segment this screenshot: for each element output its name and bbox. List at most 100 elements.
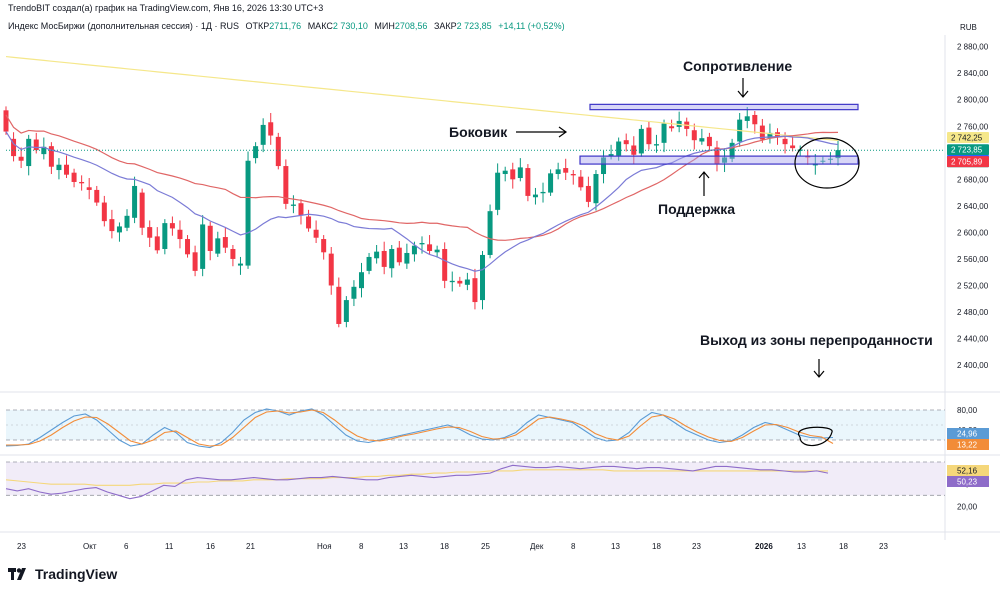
candle-body [532,194,538,198]
time-axis-tick: 18 [839,542,848,551]
ma-200-line [5,55,839,142]
highlight-circle [797,426,833,446]
time-axis-tick: 6 [124,542,129,551]
arrow-right-icon [516,126,568,138]
candle-body [722,157,728,163]
price-axis-tick: 2 480,00 [957,308,989,317]
stoch-value-label [947,439,989,450]
candle-body [419,243,425,245]
candle-body [404,252,410,264]
candle-body [487,211,493,255]
candle-body [601,157,607,175]
tradingview-logo[interactable]: TradingView [8,566,117,582]
time-axis-tick: 13 [611,542,620,551]
price-axis-label [947,132,989,144]
candle-body [290,204,296,206]
candle-body [593,174,599,204]
candles-group [3,106,841,328]
low-value: 2708,56 [394,21,428,31]
candle-body [638,128,644,154]
price-axis-tick: 2 680,00 [957,175,989,184]
candle-body [192,252,198,271]
candle-body [169,223,175,229]
candle-body [669,126,675,129]
candle-body [33,139,39,151]
time-axis-tick: Дек [530,542,544,551]
candle-body [222,237,228,248]
chart-credit: TrendoBIT создал(а) график на TradingVie… [8,3,324,13]
arrow-down-icon [737,78,749,98]
price-axis-tick: 2 400,00 [957,361,989,370]
stoch-d-line [6,409,834,447]
time-axis-tick: 11 [165,542,174,551]
price-axis-tick: 2 560,00 [957,255,989,264]
candle-body [744,116,750,121]
candle-body [578,176,584,188]
candle-body [570,174,576,176]
candle-body [162,223,168,249]
candle-body [343,300,349,322]
time-axis-tick: Ноя [317,542,332,551]
time-axis-tick: 23 [879,542,888,551]
candle-body [835,150,841,159]
candle-body [699,138,705,142]
price-axis-tick: 2 760,00 [957,122,989,131]
candle-body [306,216,312,229]
candle-body [177,229,183,240]
candle-body [653,144,659,146]
open-label: ОТКР [245,21,270,31]
currency-label[interactable]: RUB [960,23,977,32]
candle-body [374,251,380,259]
time-axis-tick: 2026 [755,542,773,551]
time-axis-tick: 18 [440,542,449,551]
price-axis-tick: 2 520,00 [957,281,989,290]
candle-body [207,225,213,251]
candle-body [525,168,531,196]
stoch-value-text: 24,96 [957,430,978,439]
candle-body [782,138,788,145]
annotation-sideways: Боковик [449,124,508,140]
high-value: 2 730,10 [332,21,368,31]
tradingview-logo-icon [8,568,26,580]
candle-body [548,173,554,193]
candle-body [109,219,115,232]
candle-body [101,202,107,222]
candle-body [147,227,153,238]
change-value: +14,11 (+0,52%) [498,21,565,31]
candle-body [661,123,667,143]
time-axis-tick: 25 [481,542,490,551]
candle-body [11,138,17,157]
candle-body [321,239,327,253]
symbol-name[interactable]: Индекс МосБиржи (дополнительная сессия) … [8,21,240,31]
price-axis-tick: 2 840,00 [957,69,989,78]
close-value: 2 723,85 [456,21,492,31]
stoch-value-text: 13,22 [957,441,978,450]
candle-body [510,169,516,180]
candle-body [517,167,523,178]
stoch-value-label [947,428,989,439]
stoch-k-line [5,408,834,449]
candle-body [389,248,395,269]
ma-50-line [5,131,839,272]
price-axis-tick: 2 440,00 [957,335,989,344]
candle-body [434,249,440,253]
time-axis-tick: 8 [359,542,364,551]
candle-body [48,146,54,167]
time-axis-tick: 23 [692,542,701,551]
time-axis-tick: 8 [571,542,576,551]
time-axis-tick: 23 [17,542,26,551]
candle-body [132,185,138,218]
candle-body [313,229,319,238]
time-axis-tick: 13 [797,542,806,551]
arrow-down-icon [813,359,825,378]
candle-body [86,187,92,190]
support-zone [579,155,859,165]
candle-body [41,146,47,155]
candle-body [411,245,417,255]
rsi-value-label [947,465,989,476]
price-axis-label [947,156,989,168]
time-axis-tick: Окт [83,542,97,551]
candle-body [26,138,32,167]
symbol-info-bar: Индекс МосБиржи (дополнительная сессия) … [8,21,565,31]
